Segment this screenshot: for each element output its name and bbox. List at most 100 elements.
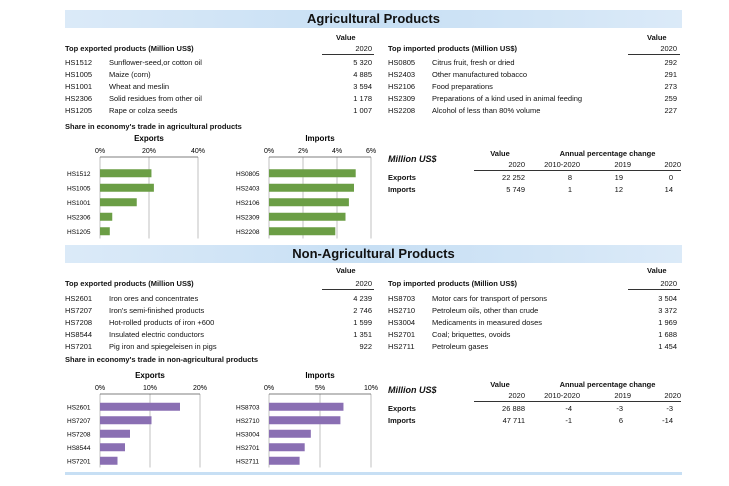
nonagri-export-desc: Pig iron and spiegeleisen in pigs <box>109 342 217 351</box>
chart-category-label: HS0805 <box>236 171 260 178</box>
chart-category-label: HS8703 <box>236 404 260 411</box>
nonagri-export-code: HS7208 <box>65 318 93 327</box>
summary-cell: 6 <box>618 416 623 425</box>
nonagri-export-value: 1 599 <box>353 318 372 327</box>
nonagri-import-code: HS2711 <box>388 342 415 351</box>
summary-cell: 26 888 <box>502 404 525 413</box>
chart-category-label: HS2208 <box>236 229 260 236</box>
agri-export-desc: Solid residues from other oil <box>109 94 202 103</box>
chart-category-label: HS2601 <box>67 404 91 411</box>
nonagri-import-code: HS2710 <box>388 306 416 315</box>
summary-year-header: 2020 <box>664 160 681 169</box>
nonagri-export-code: HS7201 <box>65 342 93 351</box>
chart-bar <box>100 212 113 221</box>
chart-category-label: HS7207 <box>67 418 91 425</box>
agri-import-code: HS2106 <box>388 82 416 91</box>
agri-imp-year: 2020 <box>660 44 677 53</box>
chart-category-label: HS2106 <box>236 200 260 207</box>
nonagri-import-code: HS8703 <box>388 294 416 303</box>
chart-bar <box>100 169 152 178</box>
chart-bar <box>269 443 305 452</box>
chart-category-label: HS2711 <box>236 458 259 465</box>
summary-cell: 14 <box>664 185 673 194</box>
chart-bar <box>100 456 118 465</box>
nonagri-export-value: 922 <box>359 342 372 351</box>
chart-category-label: HS3004 <box>236 431 260 438</box>
summary-cell: 1 <box>567 185 572 194</box>
nonagri-export-value: 2 746 <box>353 306 372 315</box>
chart-category-label: HS7201 <box>67 458 91 465</box>
chart-bar <box>269 169 356 178</box>
agri-exports-chart: Exports 0% 20% 40% HS1512 HS1005 HS1001 HS2306 H… <box>65 133 225 244</box>
chart-title: Exports <box>135 371 165 380</box>
bottom-rule <box>65 472 682 475</box>
chart-tick-label: 4% <box>332 148 342 155</box>
chart-tick-label: 0% <box>264 385 274 392</box>
nonagri-import-value: 1 688 <box>658 330 677 339</box>
summary-year-header: 2010-2020 <box>544 160 580 169</box>
agri-export-code: HS1005 <box>65 70 93 79</box>
chart-category-label: HS2403 <box>236 185 260 192</box>
nonagri-export-value: 4 239 <box>353 294 372 303</box>
nonagri-export-desc: Iron ores and concentrates <box>109 294 199 303</box>
agri-import-code: HS0805 <box>388 58 416 67</box>
summary-cell: -3 <box>616 404 623 413</box>
summary-value-label: Value <box>490 380 510 389</box>
chart-bar <box>269 212 346 221</box>
summary-cell: 0 <box>668 173 673 182</box>
nonagri-import-desc: Petroleum gases <box>432 342 489 351</box>
chart-bar <box>269 183 354 192</box>
chart-bar <box>269 429 311 438</box>
chart-category-label: HS1001 <box>67 200 91 207</box>
chart-category-label: HS1512 <box>67 171 91 178</box>
chart-category-label: HS2701 <box>236 445 260 452</box>
agri-imports-chart: Imports 0% 2% 4% 6% HS0805 HS2403 HS2106 HS2309 H… <box>232 133 382 244</box>
nonagri-export-desc: Insulated electric conductors <box>109 330 205 339</box>
chart-title: Imports <box>305 371 335 380</box>
chart-bar <box>100 416 152 425</box>
summary-cell: 22 252 <box>502 173 525 182</box>
nonagri-import-value: 1 969 <box>658 318 677 327</box>
summary-unit: Million US$ <box>388 154 437 164</box>
agri-export-value: 1 007 <box>353 106 372 115</box>
nonagri-export-desc: Hot-rolled products of iron +600 <box>109 318 215 327</box>
agri-import-value: 291 <box>664 70 677 79</box>
agri-exp-value-label: Value <box>336 33 356 42</box>
chart-tick-label: 0% <box>95 148 105 155</box>
summary-cell: -4 <box>565 404 572 413</box>
agri-title: Agricultural Products <box>307 11 440 26</box>
agri-imp-title: Top imported products (Million US$) <box>388 44 518 53</box>
nonagri-imports-chart: Imports 0% 5% 10% HS8703 HS2710 HS3004 HS2701 HS… <box>232 370 382 475</box>
nonagri-export-code: HS2601 <box>65 294 93 303</box>
summary-year-header: 2019 <box>614 160 631 169</box>
agri-import-desc: Citrus fruit, fresh or dried <box>432 58 515 67</box>
agri-import-desc: Preparations of a kind used in animal fe… <box>432 94 583 103</box>
agri-import-code: HS2309 <box>388 94 416 103</box>
chart-bar <box>269 456 300 465</box>
agri-import-value: 227 <box>664 106 677 115</box>
nonagri-import-value: 3 372 <box>658 306 677 315</box>
nonagri-import-code: HS3004 <box>388 318 416 327</box>
agri-exp-rule <box>322 54 374 55</box>
agri-import-value: 259 <box>664 94 677 103</box>
agri-export-code: HS1512 <box>65 58 93 67</box>
chart-tick-label: 10% <box>143 385 157 392</box>
nonagri-exp-year: 2020 <box>355 279 372 288</box>
summary-cell: -1 <box>565 416 572 425</box>
nonagri-exports-chart: Exports 0% 10% 20% HS2601 HS7207 HS7208 HS8544 H… <box>65 370 225 475</box>
agri-import-desc: Other manufactured tobacco <box>432 70 528 79</box>
agri-export-code: HS1001 <box>65 82 93 91</box>
nonagri-imp-title: Top imported products (Million US$) <box>388 279 518 288</box>
nonagri-export-code: HS8544 <box>65 330 93 339</box>
nonagri-title: Non-Agricultural Products <box>292 246 455 261</box>
summary-year-header: 2020 <box>508 391 525 400</box>
nonagri-import-code: HS2701 <box>388 330 416 339</box>
agri-import-code: HS2208 <box>388 106 416 115</box>
agri-export-value: 4 885 <box>353 70 372 79</box>
agri-imp-rule <box>628 54 680 55</box>
chart-bar <box>269 416 341 425</box>
chart-category-label: HS1005 <box>67 185 91 192</box>
chart-category-label: HS2309 <box>236 214 260 221</box>
nonagri-imp-value-label: Value <box>647 266 667 275</box>
nonagri-exp-value-label: Value <box>336 266 356 275</box>
